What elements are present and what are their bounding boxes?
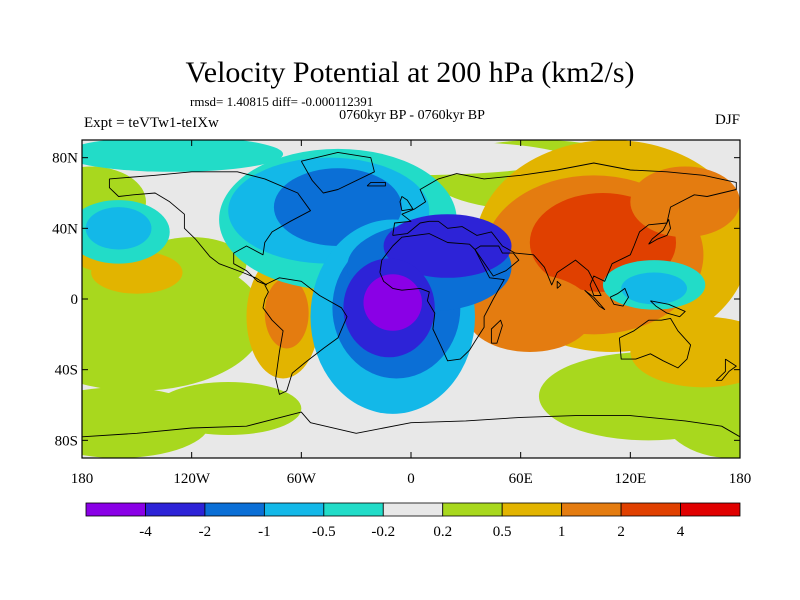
contour-region	[82, 140, 284, 172]
coastline	[609, 287, 629, 307]
x-tick-label: 120W	[173, 471, 211, 487]
coastline	[715, 358, 737, 381]
y-tick-label: 40N	[52, 221, 78, 237]
experiment-label: Expt = teVTw1-teIXw	[84, 115, 219, 131]
contour-region	[85, 207, 152, 250]
contour-field	[82, 140, 740, 458]
coastlines	[82, 151, 740, 438]
colorbar-swatch	[501, 502, 563, 517]
colorbar-swatch	[442, 502, 503, 517]
contour-region	[363, 274, 422, 331]
coastline	[584, 289, 606, 311]
season-label: DJF	[715, 112, 740, 128]
contour-region	[621, 272, 687, 305]
map-area	[81, 139, 741, 459]
coastline	[490, 319, 503, 344]
x-tick-label: 0	[407, 471, 415, 487]
colorbar-swatch	[85, 502, 146, 517]
colorbar-swatch	[561, 502, 622, 517]
coastline	[399, 196, 414, 212]
stats-line: rmsd= 1.40815 diff= -0.000112391	[190, 94, 373, 109]
period-label: 0760kyr BP - 0760kyr BP	[339, 108, 485, 123]
x-axis: 180 120W 60W 0 60E 120E 180	[71, 140, 752, 487]
colorbar-swatch	[323, 502, 384, 517]
y-axis: 80N 40N 0 40S 80S	[52, 151, 740, 449]
x-tick-label: 180	[71, 471, 94, 487]
coastline	[262, 277, 348, 395]
colorbar-swatch	[382, 502, 444, 517]
y-tick-label: 0	[71, 292, 79, 308]
coastline	[108, 171, 311, 286]
colorbar-label: 0.5	[493, 524, 512, 540]
colorbar-swatch	[145, 502, 206, 517]
coastline	[618, 317, 692, 369]
colorbar-label: -0.2	[371, 524, 395, 540]
colorbar-swatch	[263, 502, 325, 517]
coastline	[379, 233, 505, 362]
y-tick-label: 40S	[55, 363, 78, 379]
contour-region	[630, 166, 740, 238]
colorbar-swatch	[620, 502, 681, 517]
colorbar: -4 -2 -1 -0.5 -0.2 0.2 0.5 1 2 4	[85, 502, 741, 540]
y-tick-label: 80N	[52, 151, 78, 167]
x-tick-label: 60W	[287, 471, 317, 487]
x-tick-label: 180	[729, 471, 752, 487]
colorbar-label: 2	[617, 524, 625, 540]
colorbar-swatch	[204, 502, 265, 517]
colorbar-label: -0.5	[312, 524, 336, 540]
colorbar-label: 1	[558, 524, 566, 540]
colorbar-label: -2	[199, 524, 212, 540]
coastline	[300, 151, 375, 194]
contour-region	[383, 214, 512, 278]
coastline	[474, 245, 520, 277]
coastline	[82, 411, 740, 438]
coastline	[648, 219, 671, 245]
colorbar-label: 0.2	[433, 524, 452, 540]
coastline	[650, 300, 686, 318]
colorbar-label: -4	[139, 524, 152, 540]
chart-title: Velocity Potential at 200 hPa (km2/s)	[185, 56, 634, 89]
coastline	[556, 280, 562, 289]
y-tick-label: 80S	[55, 433, 78, 449]
colorbar-label: 4	[677, 524, 685, 540]
colorbar-swatch	[680, 502, 741, 517]
x-tick-label: 120E	[614, 471, 646, 487]
x-tick-label: 60E	[509, 471, 533, 487]
contour-region	[630, 316, 740, 388]
contour-region	[264, 277, 309, 349]
coastline	[366, 181, 386, 187]
colorbar-label: -1	[258, 524, 271, 540]
contour-region	[465, 274, 594, 352]
coastline	[392, 162, 737, 296]
